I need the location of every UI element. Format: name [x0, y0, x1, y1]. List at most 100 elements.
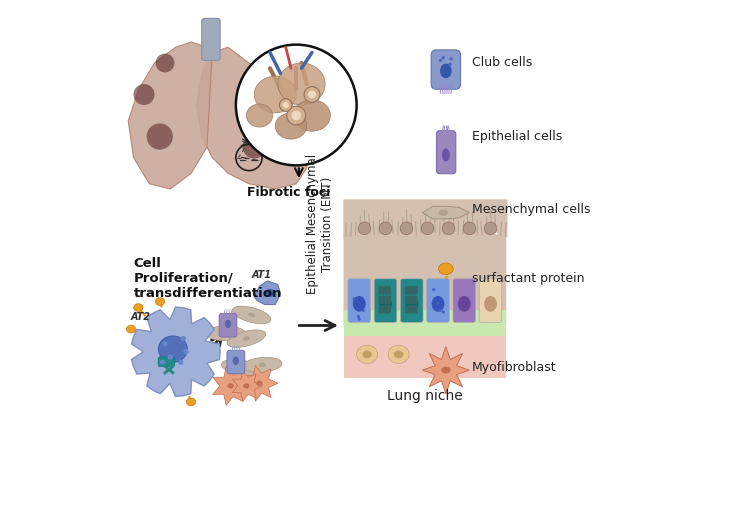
- Ellipse shape: [357, 345, 377, 363]
- Circle shape: [442, 310, 445, 313]
- Ellipse shape: [362, 351, 372, 358]
- Circle shape: [449, 57, 453, 60]
- Polygon shape: [232, 371, 262, 401]
- Ellipse shape: [484, 296, 497, 312]
- FancyBboxPatch shape: [348, 279, 370, 322]
- Circle shape: [243, 135, 266, 159]
- Polygon shape: [422, 346, 470, 394]
- Circle shape: [181, 336, 186, 341]
- Circle shape: [304, 87, 320, 102]
- Circle shape: [168, 354, 172, 360]
- Ellipse shape: [379, 296, 392, 312]
- Ellipse shape: [248, 313, 255, 317]
- Text: Epithelial Mesenchymal
Transition (EMT): Epithelial Mesenchymal Transition (EMT): [306, 154, 334, 294]
- Circle shape: [484, 222, 496, 235]
- FancyBboxPatch shape: [479, 279, 502, 322]
- Circle shape: [236, 45, 357, 165]
- Text: Lung niche: Lung niche: [387, 390, 463, 403]
- Polygon shape: [128, 42, 212, 189]
- Polygon shape: [422, 206, 470, 219]
- Circle shape: [464, 222, 476, 235]
- FancyBboxPatch shape: [411, 286, 417, 295]
- Circle shape: [147, 123, 172, 150]
- FancyBboxPatch shape: [400, 279, 423, 322]
- Circle shape: [439, 59, 442, 62]
- FancyBboxPatch shape: [405, 296, 411, 304]
- Ellipse shape: [254, 76, 296, 113]
- Ellipse shape: [388, 345, 410, 363]
- Circle shape: [357, 315, 360, 318]
- Circle shape: [160, 360, 165, 365]
- Polygon shape: [227, 330, 266, 348]
- FancyBboxPatch shape: [427, 279, 449, 322]
- Polygon shape: [344, 310, 506, 336]
- FancyBboxPatch shape: [158, 357, 175, 366]
- Text: Epithelial cells: Epithelial cells: [472, 130, 562, 143]
- Circle shape: [422, 222, 434, 235]
- Ellipse shape: [405, 296, 418, 312]
- FancyBboxPatch shape: [385, 296, 391, 304]
- Polygon shape: [131, 307, 220, 396]
- Circle shape: [358, 318, 361, 321]
- Text: Mesenchymal cells: Mesenchymal cells: [472, 204, 591, 216]
- FancyBboxPatch shape: [411, 305, 417, 313]
- Text: surfactant protein: surfactant protein: [472, 272, 585, 285]
- Circle shape: [280, 99, 292, 111]
- FancyBboxPatch shape: [202, 18, 220, 60]
- Polygon shape: [221, 360, 261, 375]
- Ellipse shape: [158, 336, 188, 362]
- Ellipse shape: [256, 381, 262, 386]
- Circle shape: [352, 297, 356, 300]
- Ellipse shape: [155, 298, 165, 306]
- Ellipse shape: [238, 365, 244, 370]
- FancyBboxPatch shape: [379, 305, 385, 313]
- Circle shape: [358, 222, 370, 235]
- Ellipse shape: [232, 356, 239, 365]
- FancyBboxPatch shape: [385, 286, 391, 295]
- Circle shape: [134, 84, 154, 105]
- FancyBboxPatch shape: [379, 296, 385, 304]
- Ellipse shape: [126, 325, 136, 333]
- Circle shape: [250, 96, 269, 114]
- Text: Club cells: Club cells: [472, 57, 532, 69]
- Text: AT2: AT2: [130, 312, 151, 322]
- Ellipse shape: [243, 383, 250, 388]
- Circle shape: [380, 222, 392, 235]
- FancyBboxPatch shape: [219, 313, 237, 337]
- Ellipse shape: [134, 303, 143, 311]
- Polygon shape: [344, 220, 506, 326]
- Ellipse shape: [278, 63, 326, 105]
- Polygon shape: [243, 365, 278, 401]
- Ellipse shape: [275, 113, 307, 139]
- FancyBboxPatch shape: [385, 305, 391, 313]
- Ellipse shape: [225, 320, 231, 328]
- Circle shape: [286, 106, 306, 125]
- FancyBboxPatch shape: [379, 286, 385, 295]
- Ellipse shape: [439, 209, 448, 216]
- FancyBboxPatch shape: [431, 50, 460, 89]
- Polygon shape: [344, 336, 506, 378]
- Ellipse shape: [259, 363, 266, 367]
- Ellipse shape: [439, 263, 453, 275]
- Polygon shape: [254, 281, 280, 304]
- FancyBboxPatch shape: [405, 286, 411, 295]
- Circle shape: [308, 90, 316, 99]
- Ellipse shape: [441, 366, 451, 374]
- FancyBboxPatch shape: [411, 296, 417, 304]
- Polygon shape: [213, 366, 250, 405]
- Text: Cell
Proliferation/
transdifferentiation: Cell Proliferation/ transdifferentiation: [134, 257, 282, 300]
- Text: Myofibroblast: Myofibroblast: [472, 361, 556, 374]
- Circle shape: [436, 301, 439, 304]
- Circle shape: [183, 349, 189, 354]
- Circle shape: [292, 111, 301, 120]
- FancyBboxPatch shape: [453, 279, 476, 322]
- Polygon shape: [242, 358, 282, 372]
- Ellipse shape: [266, 289, 274, 297]
- Circle shape: [162, 341, 168, 346]
- Ellipse shape: [458, 296, 471, 312]
- Circle shape: [432, 288, 436, 291]
- Circle shape: [283, 102, 289, 108]
- Ellipse shape: [394, 351, 404, 358]
- Circle shape: [442, 56, 445, 59]
- Ellipse shape: [294, 100, 330, 131]
